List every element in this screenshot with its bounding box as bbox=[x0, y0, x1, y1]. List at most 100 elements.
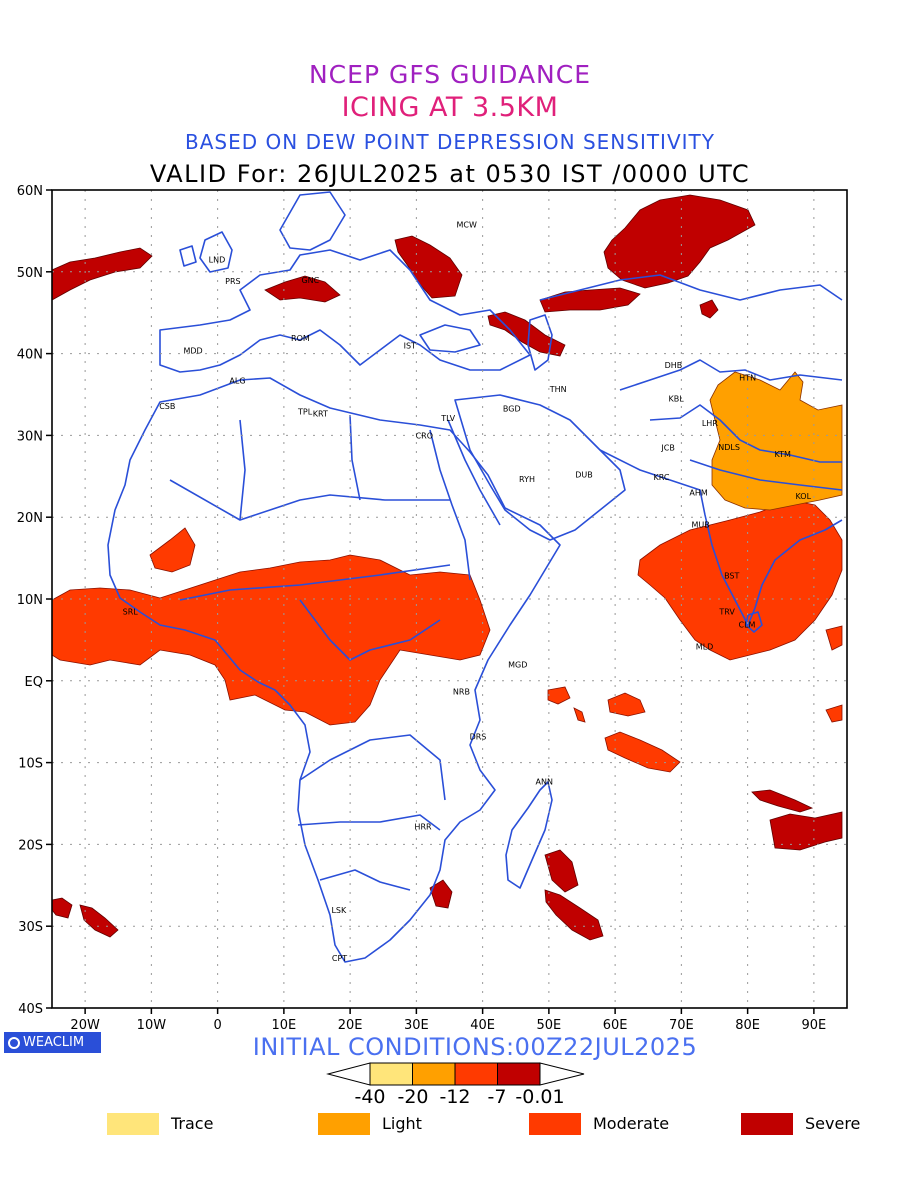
city-label-mgd: MGD bbox=[508, 660, 527, 669]
colorbar-cell bbox=[454, 1062, 498, 1086]
icing-moderate-regions bbox=[52, 499, 843, 773]
icing-light-regions bbox=[709, 371, 843, 511]
colorbar-label: -20 bbox=[397, 1086, 429, 1108]
title-valid-time: VALID For: 26JUL2025 at 0530 IST /0000 U… bbox=[149, 160, 751, 188]
colorbar-cell bbox=[497, 1062, 541, 1086]
city-label-ann: ANN bbox=[536, 777, 553, 786]
city-label-csb: CSB bbox=[159, 402, 175, 411]
title-model: NCEP GFS GUIDANCE bbox=[308, 60, 591, 89]
colorbar-cell bbox=[412, 1062, 456, 1086]
city-label-alg: ALG bbox=[229, 377, 245, 386]
city-label-ndls: NDLS bbox=[718, 443, 740, 452]
lon-tick-label: 10W bbox=[137, 1018, 167, 1033]
colorbar-label: -12 bbox=[439, 1086, 471, 1108]
lat-tick-label: 20N bbox=[17, 511, 43, 526]
city-label-cpt: CPT bbox=[332, 954, 347, 963]
lon-tick-label: 50E bbox=[536, 1018, 561, 1033]
legend-label: Moderate bbox=[593, 1114, 670, 1133]
lat-tick-label: 40S bbox=[18, 1002, 43, 1017]
city-label-lnd: LND bbox=[209, 256, 226, 265]
city-label-bst: BST bbox=[724, 571, 739, 580]
lat-tick-label: 60N bbox=[17, 184, 43, 199]
lon-tick-label: 40E bbox=[470, 1018, 495, 1033]
weaclim-logo-text: WEACLIM bbox=[23, 1035, 85, 1050]
city-label-kol: KOL bbox=[795, 492, 811, 501]
legend-label: Severe bbox=[805, 1114, 861, 1133]
colorbar-left-arrow bbox=[326, 1062, 371, 1086]
lat-tick-label: 10N bbox=[17, 593, 43, 608]
city-label-mld: MLD bbox=[696, 642, 714, 651]
city-label-ktm: KTM bbox=[775, 450, 792, 459]
city-label-trv: TRV bbox=[718, 607, 735, 616]
lat-tick-label: EQ bbox=[25, 675, 43, 690]
city-label-htn: HTN bbox=[739, 373, 756, 382]
icing-field-layer bbox=[52, 194, 843, 941]
colorbar-label: -7 bbox=[487, 1086, 507, 1108]
city-label-srl: SRL bbox=[123, 607, 139, 616]
city-label-krc: KRC bbox=[654, 473, 670, 482]
city-label-bgd: BGD bbox=[503, 404, 521, 413]
colorbar-cell bbox=[369, 1062, 413, 1086]
lon-tick-label: 20W bbox=[70, 1018, 100, 1033]
city-label-drs: DRS bbox=[470, 732, 487, 741]
legend-swatch bbox=[318, 1113, 370, 1135]
city-label-rom: ROM bbox=[291, 334, 310, 343]
city-label-clm: CLM bbox=[738, 620, 755, 629]
city-label-ist: IST bbox=[404, 341, 416, 350]
city-label-gnc: GNC bbox=[301, 276, 319, 285]
legend-label: Trace bbox=[171, 1114, 214, 1133]
city-labels: MCW LND PRS GNC MDD ROM IST ALG CSB TPL KRT CRO TLV B… bbox=[123, 220, 812, 963]
city-label-dhb: DHB bbox=[665, 361, 683, 370]
city-label-thn: THN bbox=[549, 385, 567, 394]
city-label-nrb: NRB bbox=[453, 687, 470, 696]
lat-tick-label: 30S bbox=[18, 920, 43, 935]
lat-tick-label: 20S bbox=[18, 838, 43, 853]
lon-tick-label: 70E bbox=[669, 1018, 694, 1033]
legend-label: Light bbox=[382, 1114, 422, 1133]
lat-tick-label: 50N bbox=[17, 266, 43, 281]
lon-tick-label: 10E bbox=[271, 1018, 296, 1033]
title-method: BASED ON DEW POINT DEPRESSION SENSITIVIT… bbox=[185, 130, 715, 154]
weaclim-logo: WEACLIM bbox=[4, 1032, 101, 1053]
lon-tick-label: 0 bbox=[213, 1018, 221, 1033]
lat-tick-label: 30N bbox=[17, 429, 43, 444]
weaclim-logo-icon bbox=[8, 1037, 20, 1049]
city-label-tlv: TLV bbox=[440, 414, 455, 423]
colorbar-label: -0.01 bbox=[515, 1086, 565, 1108]
coastlines-and-borders bbox=[107, 191, 843, 963]
city-label-mub: MUB bbox=[691, 521, 709, 530]
legend-swatch bbox=[107, 1113, 159, 1135]
initial-conditions: INITIAL CONDITIONS:00Z22JUL2025 bbox=[252, 1033, 698, 1061]
lon-tick-label: 20E bbox=[338, 1018, 363, 1033]
city-label-ryh: RYH bbox=[519, 475, 535, 484]
legend-swatch bbox=[741, 1113, 793, 1135]
city-label-krt: KRT bbox=[313, 409, 328, 418]
city-label-lhr: LHR bbox=[702, 419, 718, 428]
city-label-prs: PRS bbox=[225, 277, 240, 286]
lat-tick-label: 40N bbox=[17, 348, 43, 363]
lon-tick-label: 60E bbox=[603, 1018, 628, 1033]
axis-ticks: 60N 50N 40N 30N 20N 10N EQ 10S 20S 30S 40S 20W 10W 0 1… bbox=[17, 184, 827, 1033]
city-label-dub: DUB bbox=[575, 471, 593, 480]
lon-tick-label: 30E bbox=[404, 1018, 429, 1033]
city-label-jcb: JCB bbox=[660, 444, 674, 453]
lat-tick-label: 10S bbox=[18, 757, 43, 772]
colorbar-label: -40 bbox=[354, 1086, 386, 1108]
colorbar-right-arrow bbox=[539, 1062, 585, 1086]
city-label-lsk: LSK bbox=[331, 906, 347, 915]
city-label-tpl: TPL bbox=[297, 408, 313, 417]
legend-swatch bbox=[529, 1113, 581, 1135]
colorbar-labels: -40 -20 -12 -7 -0.01 bbox=[0, 1086, 900, 1110]
title-product: ICING AT 3.5KM bbox=[341, 92, 559, 123]
city-label-mdd: MDD bbox=[183, 346, 202, 355]
city-label-mcw: MCW bbox=[457, 220, 477, 229]
lat-lon-grid bbox=[52, 190, 847, 1008]
colorbar bbox=[326, 1062, 585, 1086]
lon-tick-label: 80E bbox=[735, 1018, 760, 1033]
lon-tick-label: 90E bbox=[801, 1018, 826, 1033]
city-label-hrr: HRR bbox=[414, 822, 432, 831]
city-label-cro: CRO bbox=[416, 431, 433, 440]
city-label-kbl: KBL bbox=[668, 395, 684, 404]
city-label-ahm: AHM bbox=[689, 489, 707, 498]
